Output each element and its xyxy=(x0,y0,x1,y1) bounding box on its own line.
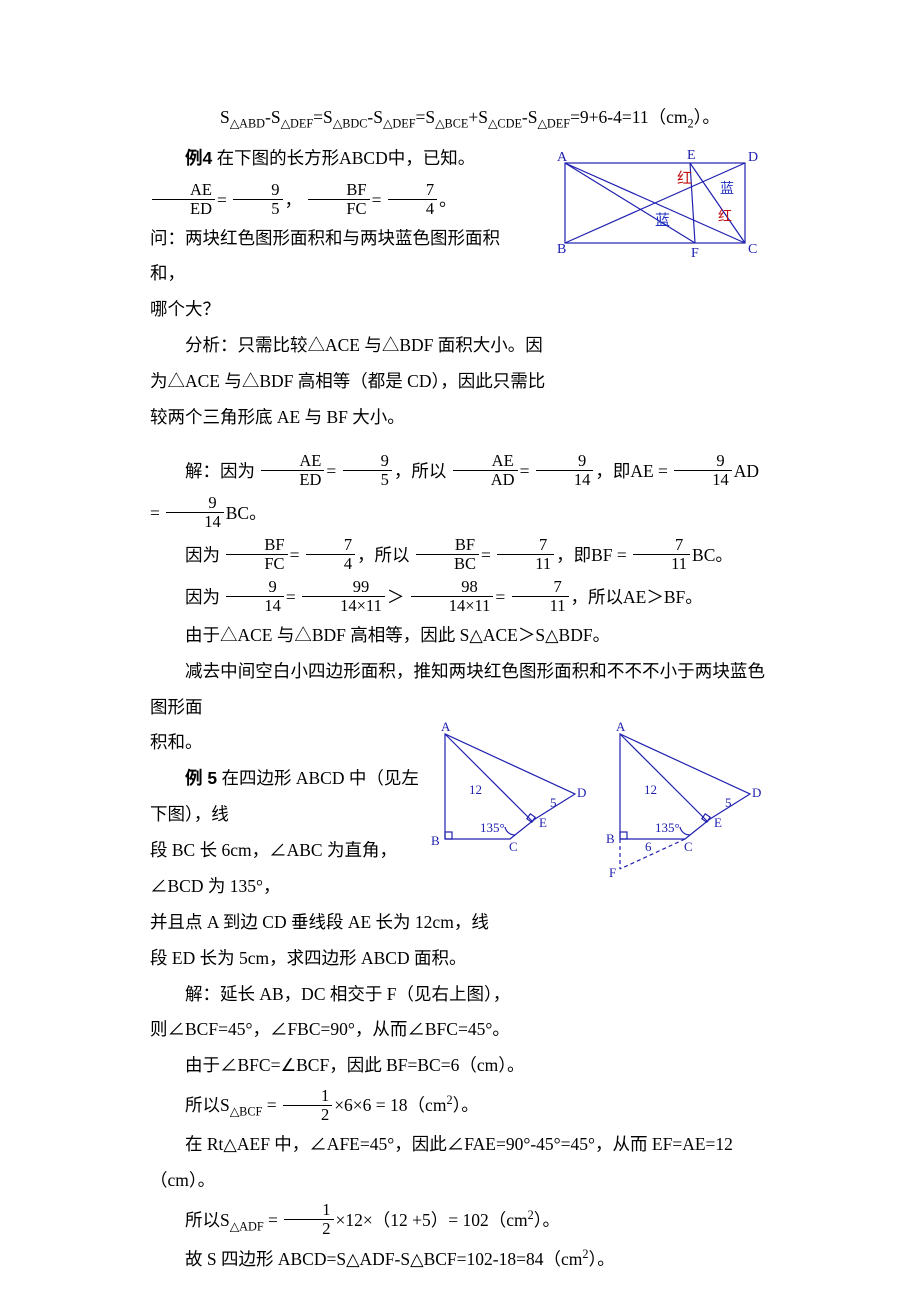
page: S△ABD-S△DEF=S△BDC-S△DEF=S△BCE+S△CDE-S△DE… xyxy=(0,0,920,1302)
svg-text:A: A xyxy=(616,719,626,734)
svg-text:红: 红 xyxy=(718,209,732,225)
section-ex4: A B C D E F 红 蓝 蓝 红 例4 在下图的长方形ABCD中，已知。 … xyxy=(150,137,765,436)
svg-text:B: B xyxy=(431,833,440,848)
l23: 在 Rt△AEF 中，∠AFE=45°，因此∠FAE=90°-45°=45°，从… xyxy=(150,1127,765,1199)
l21: 由于∠BFC=∠BCF，因此 BF=BC=6（cm）。 xyxy=(150,1048,765,1084)
svg-text:E: E xyxy=(714,815,722,830)
svg-text:F: F xyxy=(691,246,699,261)
svg-text:红: 红 xyxy=(677,170,692,187)
svg-text:6: 6 xyxy=(645,839,652,854)
svg-text:B: B xyxy=(557,242,566,257)
svg-text:D: D xyxy=(752,785,761,800)
sol-line3: 因为 914= 9914×11＞ 9814×11= 711，所以AE＞BF。 xyxy=(150,576,765,618)
svg-text:C: C xyxy=(684,839,693,854)
l5: 分析：只需比较△ACE 与△BDF 面积大小。因 xyxy=(150,328,765,364)
svg-text:12: 12 xyxy=(469,782,482,797)
l20: 则∠BCF=45°，∠FBC=90°，从而∠BFC=45°。 xyxy=(150,1012,765,1048)
section-ex5: A B C D E 12 5 135° xyxy=(150,725,765,1012)
svg-text:135°: 135° xyxy=(655,820,680,835)
svg-text:蓝: 蓝 xyxy=(720,181,734,197)
svg-text:E: E xyxy=(687,148,696,163)
tri-svg: A B C D E 12 5 135° xyxy=(425,719,765,879)
svg-text:A: A xyxy=(557,150,568,165)
l18: 段 ED 长为 5cm，求四边形 ABCD 面积。 xyxy=(150,941,765,977)
svg-text:C: C xyxy=(509,839,518,854)
svg-text:F: F xyxy=(609,865,616,879)
l17: 并且点 A 到边 CD 垂线段 AE 长为 12cm，线 xyxy=(150,905,765,941)
svg-text:A: A xyxy=(441,719,451,734)
l7: 较两个三角形底 AE 与 BF 大小。 xyxy=(150,400,765,436)
rect-svg: A B C D E F 红 蓝 蓝 红 xyxy=(535,143,765,273)
l25: 故 S 四边形 ABCD=S△ADF-S△BCF=102-18=84（cm2）。 xyxy=(150,1242,765,1278)
svg-text:E: E xyxy=(539,815,547,830)
sol-line1: 解：因为 AEED= 95，所以 AEAD= 914，即AE = 914AD =… xyxy=(150,450,765,534)
svg-text:B: B xyxy=(606,831,615,846)
svg-text:C: C xyxy=(748,242,757,257)
svg-text:蓝: 蓝 xyxy=(655,212,670,229)
figure-rectangle: A B C D E F 红 蓝 蓝 红 xyxy=(535,143,765,286)
l19: 解：延长 AB，DC 相交于 F（见右上图）， xyxy=(150,977,765,1013)
svg-text:D: D xyxy=(577,785,586,800)
svg-text:5: 5 xyxy=(725,795,732,810)
svg-text:5: 5 xyxy=(550,795,557,810)
l4: 哪个大？ xyxy=(150,292,765,328)
svg-text:12: 12 xyxy=(644,782,657,797)
figure-triangles: A B C D E 12 5 135° xyxy=(425,719,765,892)
l13: 减去中间空白小四边形面积，推知两块红色图形面积和不不不小于两块蓝色图形面 xyxy=(150,654,765,726)
s-bcf: 所以S△BCF = 12×6×6 = 18（cm2）。 xyxy=(150,1084,765,1127)
l12: 由于△ACE 与△BDF 高相等，因此 S△ACE＞S△BDF。 xyxy=(150,618,765,654)
line-s-equation: S△ABD-S△DEF=S△BDC-S△DEF=S△BCE+S△CDE-S△DE… xyxy=(150,100,765,137)
svg-text:D: D xyxy=(748,150,758,165)
s-adf: 所以S△ADF = 12×12×（12 +5）= 102（cm2）。 xyxy=(150,1199,765,1242)
l6: 为△ACE 与△BDF 高相等（都是 CD），因此只需比 xyxy=(150,364,765,400)
svg-text:135°: 135° xyxy=(480,820,505,835)
sol-line2: 因为 BFFC= 74，所以 BFBC= 711，即BF = 711BC。 xyxy=(150,534,765,576)
